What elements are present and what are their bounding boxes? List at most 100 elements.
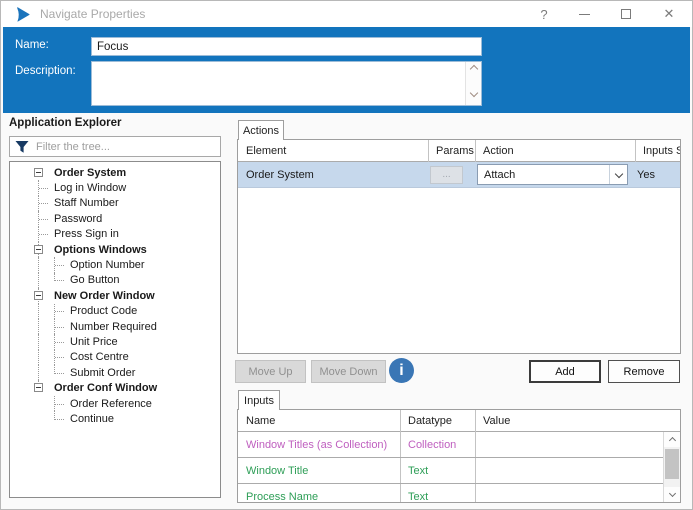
tree-item-label: Unit Price [70,335,118,348]
tree-item[interactable]: Options Windows [10,241,220,258]
tree-item-label: Log in Window [54,182,127,195]
maximize-button[interactable] [609,1,643,27]
tab-inputs-label: Inputs [244,394,274,407]
tree-item-label: Order Reference [70,397,152,410]
scrollbar-up-icon[interactable] [664,432,680,447]
tree-item[interactable]: Order System [10,165,220,180]
inputs-set-cell: Yes [637,169,655,181]
tree-item[interactable]: Log in Window [10,180,220,197]
inputs-table-row[interactable]: Process Name Text [238,484,663,502]
tree-item-label: Cost Centre [70,351,129,364]
actions-row-selected[interactable]: Order System ... Attach Yes [238,162,680,188]
tree-connector [34,396,50,411]
tree-item[interactable]: Order Conf Window [10,380,220,395]
tree-connector [34,195,50,212]
add-button[interactable]: Add [529,360,601,383]
tree-item-label: Order System [54,166,127,179]
tab-inputs[interactable]: Inputs [238,390,280,410]
tree-connector [50,303,66,320]
tree-connector [50,365,66,380]
inputs-cell-datatype: Text [408,465,429,477]
scrollbar-thumb[interactable] [665,449,679,479]
tree-item[interactable]: Press Sign in [10,226,220,243]
params-button[interactable]: ... [430,166,463,184]
dropdown-arrow-button[interactable] [609,165,627,184]
description-scrollbar[interactable] [465,62,481,105]
close-button[interactable]: ✕ [652,1,686,27]
chevron-down-icon [614,169,623,178]
info-icon-glyph: i [399,361,404,379]
tree-item[interactable]: Continue [10,411,220,426]
tree-item[interactable]: Password [10,211,220,227]
inputs-cell-value [475,432,663,458]
tree-connector [34,211,50,227]
tree-item-label: Continue [70,412,115,425]
inputs-cell-name: Window Title [246,465,309,477]
tree-item[interactable]: Number Required [10,318,220,335]
tree-item[interactable]: Unit Price [10,334,220,351]
action-dropdown-value: Attach [484,169,516,181]
application-tree[interactable]: Order System Log in Window Staff Number Pas… [9,161,221,498]
help-icon: ? [540,6,548,22]
tree-expander-icon[interactable] [34,380,50,395]
tree-item[interactable]: Submit Order [10,365,220,381]
inputs-scrollbar[interactable] [663,432,680,502]
tree-item[interactable]: Order Reference [10,395,220,412]
move-up-button[interactable]: Move Up [235,360,306,383]
tree-connector [34,257,50,274]
tree-item[interactable]: Staff Number [10,195,220,212]
tree-item-label: Product Code [70,305,138,318]
remove-button[interactable]: Remove [608,360,680,383]
filter-box [9,136,221,157]
column-header-datatype: Datatype [408,415,453,427]
tree-item[interactable]: Product Code [10,303,220,320]
tree-item-label: Password [54,212,103,225]
tree-item[interactable]: New Order Window [10,288,220,304]
blue-prism-icon [17,7,30,22]
inputs-table-row[interactable]: Window Titles (as Collection) Collection [238,432,663,458]
tree-item[interactable]: Option Number [10,257,220,274]
actions-element-cell: Order System [246,169,314,181]
tree-item[interactable]: Go Button [10,272,220,289]
move-down-button[interactable]: Move Down [311,360,386,383]
tree-item-label: Submit Order [70,366,136,379]
filter-funnel-icon [15,141,29,153]
tree-expander-icon[interactable] [34,288,50,304]
maximize-icon [621,9,631,19]
column-header-action: Action [483,145,514,157]
scroll-down-icon[interactable] [466,88,481,104]
info-icon[interactable]: i [389,358,414,383]
name-input[interactable] [91,37,482,56]
inputs-cell-value [475,484,663,502]
filter-tree-input[interactable] [34,138,218,155]
column-header-name: Name [246,415,276,427]
tree-item-label: Options Windows [54,243,147,256]
action-dropdown[interactable]: Attach [477,164,628,185]
tab-actions[interactable]: Actions [238,120,284,140]
scroll-up-icon[interactable] [466,63,481,77]
tree-connector [34,334,50,351]
column-header-element: Element [246,145,287,157]
tree-expander-icon[interactable] [34,165,50,180]
column-header-value: Value [483,415,511,427]
inputs-table-body: Window Titles (as Collection) Collection W… [238,432,663,502]
tree-connector [34,365,50,381]
tree-item[interactable]: Cost Centre [10,349,220,366]
scrollbar-down-icon[interactable] [664,487,680,502]
tree-connector [50,334,66,351]
application-explorer-title: Application Explorer [9,117,122,129]
title-bar: Navigate Properties ? ✕ [1,1,692,27]
tree-connector [50,349,66,366]
description-input[interactable] [91,61,482,106]
inputs-table-header: Name Datatype Value [238,410,680,432]
tree-item-label: Go Button [70,274,120,287]
help-button[interactable]: ? [527,1,561,27]
minimize-button[interactable] [567,1,601,27]
tree-expander-icon[interactable] [34,241,50,258]
tab-actions-label: Actions [242,124,280,137]
tree-connector [50,272,66,288]
properties-header: Name: Description: [3,27,690,113]
tree-connector [50,318,66,335]
tree-connector [50,395,66,412]
inputs-table-row[interactable]: Window Title Text [238,458,663,484]
